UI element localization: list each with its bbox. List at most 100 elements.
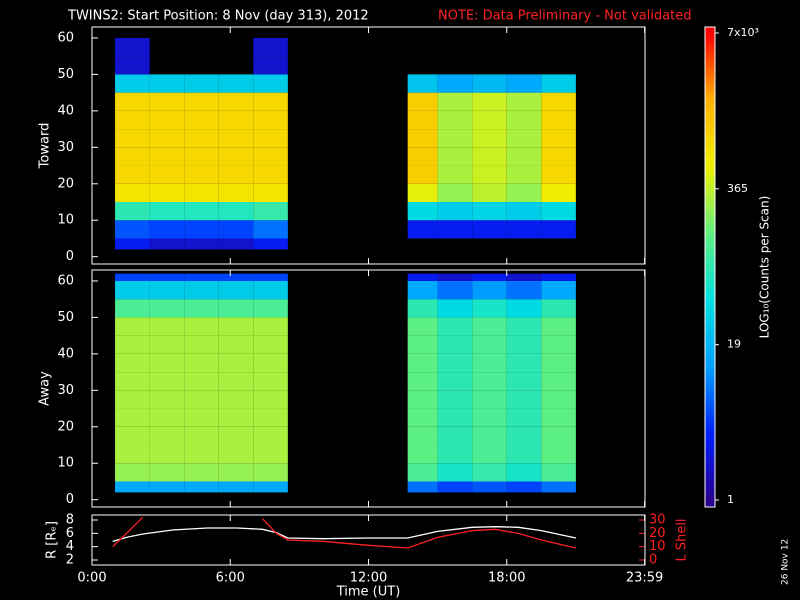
heat-cell [541, 299, 576, 318]
heat-cell [407, 220, 438, 239]
y-axis-label: Away [38, 371, 53, 406]
colorbar-strip [705, 169, 715, 172]
heat-cell [184, 92, 219, 111]
colorbar-strip [705, 391, 715, 394]
heat-cell [506, 481, 542, 493]
heat-cell [407, 335, 438, 354]
heat-cell [218, 183, 254, 203]
colorbar-strip [705, 487, 715, 490]
colorbar-strip [705, 473, 715, 476]
heat-cell [407, 408, 438, 427]
heat-cell [472, 372, 507, 391]
colorbar-strip [705, 367, 715, 370]
heat-cell [149, 165, 185, 184]
heat-cell [437, 74, 473, 93]
colorbar-strip [705, 207, 715, 210]
colorbar-strip [705, 315, 715, 318]
colorbar-strip [705, 477, 715, 480]
y2-axis-label: L Shell [675, 518, 690, 561]
heat-cell [437, 202, 473, 221]
colorbar-strip [705, 475, 715, 478]
colorbar-strip [705, 71, 715, 74]
heat-cell [184, 220, 219, 239]
colorbar-strip [705, 269, 715, 272]
colorbar-strip [705, 135, 715, 138]
colorbar-strip [705, 279, 715, 282]
heat-cell [506, 408, 542, 427]
colorbar-strip [705, 485, 715, 488]
colorbar-strip [705, 111, 715, 114]
colorbar-strip [705, 271, 715, 274]
heat-cell [506, 280, 542, 300]
heat-cell [115, 202, 150, 221]
heat-cell [437, 280, 473, 300]
heat-cell [115, 110, 150, 130]
heat-cell [472, 408, 507, 427]
heat-cell [184, 183, 219, 203]
colorbar-strip [705, 85, 715, 88]
heat-cell [407, 129, 438, 148]
colorbar-strip [705, 377, 715, 380]
y-tick-label: 40 [57, 346, 74, 361]
heat-cell [506, 165, 542, 184]
heat-cell [149, 273, 185, 281]
heat-cell [115, 445, 150, 464]
heat-cell [149, 74, 185, 93]
colorbar-strip [705, 443, 715, 446]
colorbar-strip [705, 267, 715, 270]
colorbar-strip [705, 365, 715, 368]
heat-cell [541, 390, 576, 409]
colorbar-strip [705, 91, 715, 94]
heat-cell [407, 280, 438, 300]
y-tick-label: 2 [66, 553, 74, 568]
colorbar-strip [705, 251, 715, 254]
colorbar-strip [705, 97, 715, 100]
heat-cell [407, 299, 438, 318]
heat-cell [541, 110, 576, 130]
heat-cell [506, 317, 542, 336]
colorbar-strip [705, 47, 715, 50]
x-tick-label: 6:00 [216, 571, 245, 586]
y-tick-label: 6 [66, 526, 74, 541]
colorbar-strip [705, 227, 715, 230]
heat-cell [184, 481, 219, 493]
title: TWINS2: Start Position: 8 Nov (day 313),… [67, 9, 369, 24]
colorbar-strip [705, 119, 715, 122]
colorbar-strip [705, 259, 715, 262]
heat-cell [184, 317, 219, 336]
heat-cell [472, 110, 507, 130]
y2-tick-label: 0 [649, 553, 657, 568]
colorbar-strip [705, 59, 715, 62]
heat-cell [407, 445, 438, 464]
colorbar-strip [705, 319, 715, 322]
heat-cell [541, 220, 576, 239]
colorbar-strip [705, 233, 715, 236]
colorbar-strip [705, 333, 715, 336]
colorbar-strip [705, 63, 715, 66]
heat-cell [541, 426, 576, 446]
heat-cell [115, 92, 150, 111]
heat-cell [407, 147, 438, 166]
colorbar-strip [705, 265, 715, 268]
colorbar-strip [705, 203, 715, 206]
heat-cell [472, 353, 507, 373]
y2-tick-label: 20 [649, 526, 666, 541]
heat-cell [184, 147, 219, 166]
colorbar-strip [705, 199, 715, 202]
colorbar-strip [705, 177, 715, 180]
heat-cell [218, 426, 254, 446]
heat-cell [149, 426, 185, 446]
colorbar-strip [705, 171, 715, 174]
heat-cell [506, 299, 542, 318]
colorbar-strip [705, 353, 715, 356]
line-series [112, 516, 577, 549]
heat-cell [149, 445, 185, 464]
heat-cell [437, 481, 473, 493]
heat-cell [115, 273, 150, 281]
colorbar-strip [705, 197, 715, 200]
heat-cell [437, 317, 473, 336]
colorbar-strip [705, 123, 715, 126]
colorbar-strip [705, 311, 715, 314]
heat-cell [218, 273, 254, 281]
colorbar-strip [705, 397, 715, 400]
